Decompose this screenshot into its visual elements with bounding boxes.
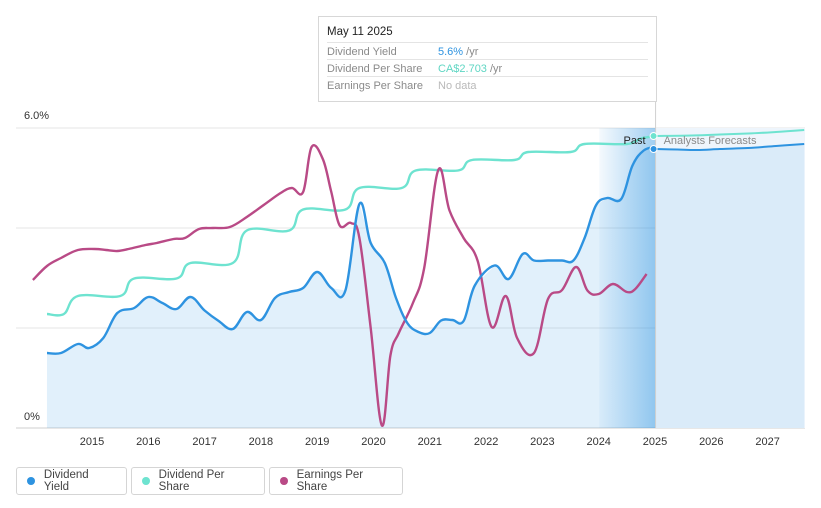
legend-dot-icon (142, 477, 150, 485)
x-tick-label: 2018 (249, 436, 273, 448)
x-tick-label: 2020 (361, 436, 385, 448)
x-tick-label: 2026 (699, 436, 723, 448)
legend-dot-icon (280, 477, 288, 485)
x-tick-label: 2016 (136, 436, 160, 448)
forecast-label: Analysts Forecasts (664, 135, 757, 147)
hover-tooltip: May 11 2025 Dividend Yield 5.6% /yr Divi… (318, 16, 657, 102)
legend-label: Earnings Per Share (296, 469, 364, 493)
x-tick-label: 2015 (80, 436, 104, 448)
x-tick-label: 2024 (586, 436, 610, 448)
x-tick-label: 2021 (418, 436, 442, 448)
tooltip-label: Earnings Per Share (327, 80, 423, 92)
tooltip-value: 5.6% (438, 46, 464, 58)
y-tick-label: 0% (24, 411, 40, 423)
tooltip-unit: /yr (486, 63, 503, 75)
legend-dividend-yield[interactable]: Dividend Yield (16, 467, 127, 495)
forecast-dividend-yield-line (655, 143, 805, 152)
tooltip-value: CA$2.703 (438, 63, 487, 75)
legend-earnings-per-share[interactable]: Earnings Per Share (269, 467, 403, 495)
x-tick-label: 2025 (643, 436, 667, 448)
past-label: Past (624, 135, 646, 147)
forecast-region (655, 128, 805, 428)
x-tick-label: 2017 (192, 436, 216, 448)
dividend-yield-line (46, 145, 656, 355)
dividend-yield-marker (649, 145, 658, 153)
legend-dividend-per-share[interactable]: Dividend Per Share (131, 467, 265, 495)
tooltip-label: Dividend Yield (327, 46, 397, 58)
x-tick-label: 2022 (474, 436, 498, 448)
dividend-yield-area (46, 147, 656, 428)
x-tick-label: 2023 (530, 436, 554, 448)
tooltip-row-earnings-per-share: Earnings Per Share No data (327, 76, 648, 94)
forecast-yield-area (655, 144, 805, 428)
x-tick-label: 2027 (755, 436, 779, 448)
tooltip-row-dividend-per-share: Dividend Per Share CA$2.703 /yr (327, 59, 648, 77)
tooltip-label: Dividend Per Share (327, 63, 423, 75)
tooltip-unit: /yr (463, 46, 479, 58)
tooltip-value: No data (438, 80, 477, 92)
dividend-per-share-marker (649, 132, 658, 140)
tooltip-row-dividend-yield: Dividend Yield 5.6% /yr (327, 42, 648, 60)
highlight-band (599, 128, 656, 428)
legend-label: Dividend Yield (43, 469, 89, 493)
legend-label: Dividend Per Share (158, 469, 225, 493)
forecast-dividend-per-share-line (655, 129, 805, 137)
tooltip-date: May 11 2025 (327, 26, 393, 38)
dividend-per-share-line (46, 134, 656, 317)
legend-dot-icon (27, 477, 35, 485)
y-tick-label: 6.0% (24, 110, 49, 122)
x-tick-label: 2019 (305, 436, 329, 448)
